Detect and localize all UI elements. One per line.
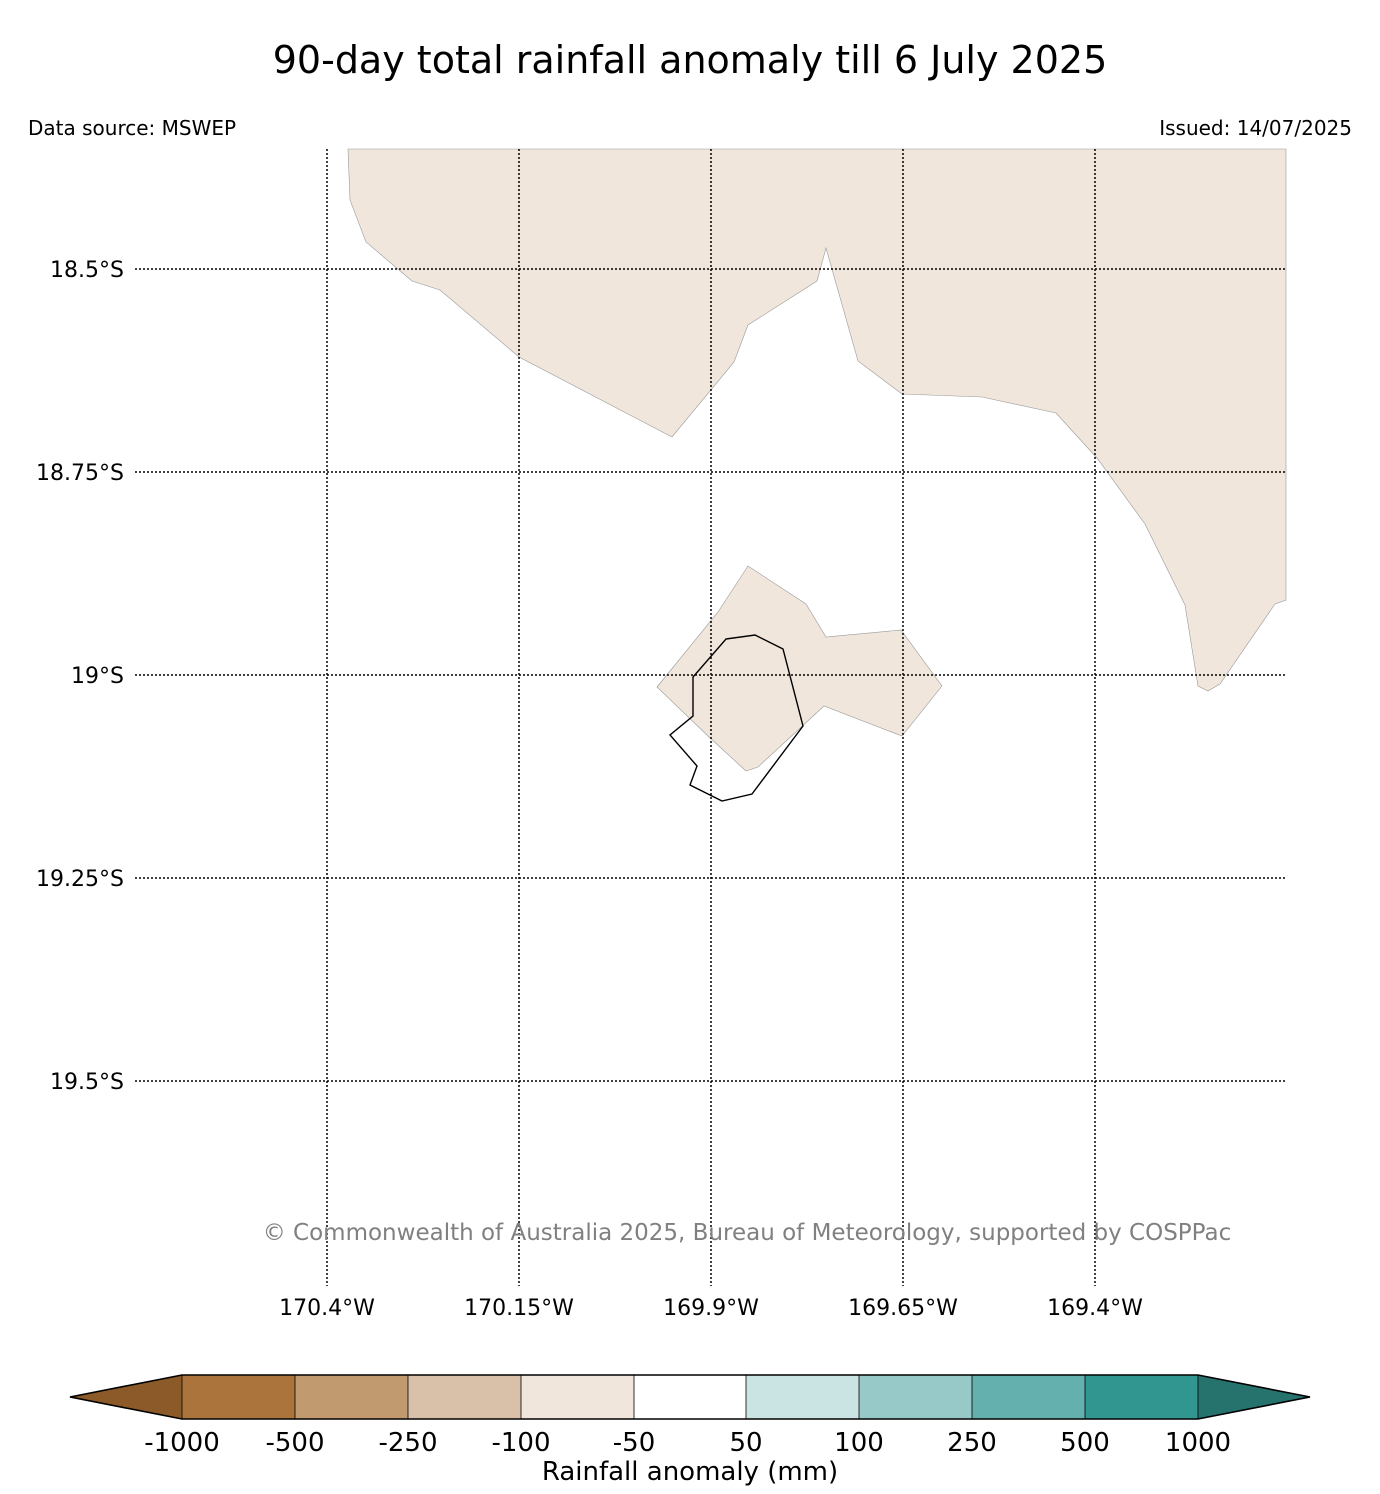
lat-label: 19°S — [71, 664, 124, 689]
colorbar-extend-high — [1198, 1375, 1310, 1419]
colorbar-tick: 100 — [834, 1428, 884, 1458]
colorbar-segment — [521, 1375, 634, 1419]
island-outline — [669, 634, 804, 802]
anomaly-region-north — [347, 148, 1287, 692]
colorbar — [69, 1374, 1311, 1420]
colorbar-segment — [859, 1375, 972, 1419]
colorbar-tick: 1000 — [1165, 1428, 1231, 1458]
lat-label: 19.5°S — [50, 1070, 124, 1095]
colorbar-segment — [295, 1375, 408, 1419]
lat-label: 18.5°S — [50, 258, 124, 283]
colorbar-tick: -1000 — [144, 1428, 220, 1458]
map-gridlines — [135, 149, 1286, 1286]
page-title: 90-day total rainfall anomaly till 6 Jul… — [272, 38, 1108, 82]
lon-label: 169.65°W — [848, 1296, 958, 1321]
lon-label: 169.4°W — [1047, 1296, 1143, 1321]
colorbar-tick: -50 — [613, 1428, 655, 1458]
colorbar-extend-low — [70, 1375, 182, 1419]
colorbar-label: Rainfall anomaly (mm) — [542, 1457, 838, 1487]
colorbar-tick: 500 — [1060, 1428, 1110, 1458]
colorbar-segment — [972, 1375, 1085, 1419]
colorbar-segment — [634, 1375, 746, 1419]
colorbar-tick: -250 — [378, 1428, 437, 1458]
anomaly-region-central — [656, 565, 943, 772]
colorbar-segment — [746, 1375, 859, 1419]
colorbar-tick: 250 — [947, 1428, 997, 1458]
colorbar-tick: -100 — [491, 1428, 550, 1458]
lat-label: 18.75°S — [36, 461, 124, 486]
map-area — [347, 148, 1287, 802]
colorbar-segment — [408, 1375, 521, 1419]
colorbar-tick: -500 — [265, 1428, 324, 1458]
colorbar-segment — [1085, 1375, 1198, 1419]
issued-date-label: Issued: 14/07/2025 — [1159, 116, 1352, 140]
colorbar-segment — [182, 1375, 295, 1419]
data-source-label: Data source: MSWEP — [28, 116, 237, 140]
lat-label: 19.25°S — [36, 867, 124, 892]
lon-label: 169.9°W — [663, 1296, 759, 1321]
colorbar-border — [69, 1374, 1311, 1420]
colorbar-tick: 50 — [729, 1428, 762, 1458]
lon-label: 170.15°W — [464, 1296, 574, 1321]
copyright-notice: © Commonwealth of Australia 2025, Bureau… — [263, 1220, 1232, 1246]
lon-label: 170.4°W — [279, 1296, 375, 1321]
